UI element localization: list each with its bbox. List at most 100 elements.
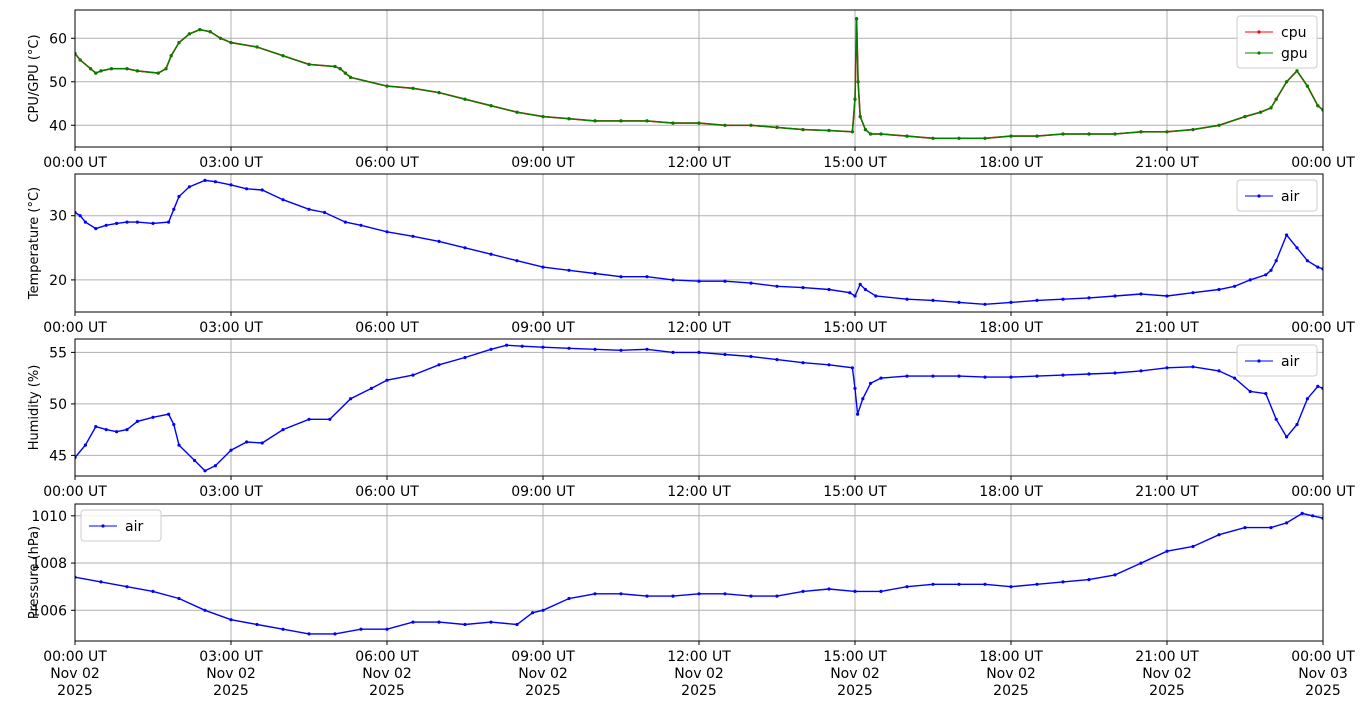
data-point-air	[229, 448, 233, 452]
data-point-air	[1009, 300, 1013, 304]
data-point-air	[1285, 521, 1289, 525]
data-point-air	[135, 220, 139, 224]
data-point-air	[1217, 533, 1221, 537]
data-point-gpu	[164, 67, 168, 71]
x-tick-label: 2025	[525, 683, 561, 699]
x-tick-label: Nov 02	[1142, 666, 1192, 682]
data-point-air	[1139, 561, 1143, 565]
data-point-air	[177, 194, 181, 199]
data-point-air	[1035, 298, 1039, 302]
x-tick-label: 15:00 UT	[823, 484, 887, 500]
data-point-gpu	[463, 97, 467, 101]
y-tick-label: 50	[49, 75, 67, 91]
data-point-air	[983, 302, 987, 306]
data-point-air	[931, 298, 935, 302]
data-point-air	[1217, 287, 1221, 292]
y-tick-label: 20	[49, 273, 67, 289]
data-point-air	[1316, 265, 1320, 269]
x-tick-label: Nov 02	[674, 666, 724, 682]
data-point-air	[83, 443, 87, 447]
x-tick-label: 09:00 UT	[511, 155, 575, 171]
data-point-air	[1165, 366, 1169, 370]
data-point-air	[489, 620, 493, 624]
data-point-air	[801, 286, 805, 290]
data-point-air	[1295, 422, 1299, 427]
data-point-gpu	[169, 54, 173, 58]
data-point-air	[1285, 233, 1289, 237]
y-tick-label: 50	[49, 397, 67, 413]
data-point-air	[1139, 292, 1143, 296]
x-tick-label: 09:00 UT	[511, 649, 575, 665]
x-tick-label: Nov 02	[830, 666, 880, 682]
data-point-gpu	[1035, 134, 1039, 138]
data-point-air	[151, 221, 155, 225]
legend-label-cpu: cpu	[1281, 25, 1306, 41]
series-line-air	[75, 512, 1323, 635]
data-point-air	[463, 355, 467, 360]
data-point-gpu	[78, 58, 82, 62]
data-point-air	[437, 620, 441, 624]
x-tick-label: Nov 02	[986, 666, 1036, 682]
x-tick-label: 2025	[1305, 683, 1341, 699]
data-point-air	[104, 428, 108, 432]
x-tick-label: 15:00 UT	[823, 649, 887, 665]
data-point-air	[801, 361, 805, 365]
data-point-air	[213, 464, 217, 468]
data-point-air	[281, 428, 285, 432]
data-point-air	[1061, 373, 1065, 377]
data-point-air	[1316, 384, 1320, 388]
data-point-air	[1248, 389, 1252, 394]
data-point-air	[104, 223, 108, 227]
data-point-air	[385, 627, 389, 631]
y-tick-label: 60	[49, 31, 67, 47]
data-point-gpu	[853, 97, 857, 101]
data-point-air	[697, 592, 701, 596]
x-tick-label: Nov 02	[518, 666, 568, 682]
data-point-air	[213, 180, 217, 184]
chart-panel-1: 40 50 60 00:00 UT 03:00 UT 06:00 UT 09:00 UT 12…	[27, 9, 1355, 171]
legend-marker-gpu	[1257, 51, 1261, 55]
data-point-gpu	[385, 84, 389, 88]
y-axis-label: CPU/GPU (°C)	[27, 34, 42, 122]
data-point-air	[671, 350, 675, 354]
data-point-air	[135, 419, 139, 423]
x-tick-label: 12:00 UT	[667, 484, 731, 500]
data-point-air	[489, 347, 493, 351]
data-point-air	[411, 234, 415, 238]
data-point-air	[167, 220, 171, 224]
data-point-gpu	[187, 32, 191, 36]
x-tick-label: 18:00 UT	[979, 484, 1043, 500]
data-point-air	[99, 580, 103, 584]
x-tick-label: 00:00 UT	[43, 155, 107, 171]
data-point-air	[801, 589, 805, 594]
data-point-gpu	[156, 71, 160, 75]
data-point-gpu	[1316, 104, 1320, 108]
data-point-air	[775, 594, 779, 598]
data-point-gpu	[489, 104, 493, 108]
legend-box	[1236, 179, 1318, 212]
legend-box	[80, 509, 162, 542]
data-point-gpu	[1061, 132, 1065, 136]
data-point-air	[645, 347, 649, 351]
data-point-gpu	[723, 123, 727, 127]
data-point-gpu	[1217, 123, 1221, 127]
data-point-air	[853, 294, 857, 298]
data-point-air	[541, 608, 545, 612]
data-point-air	[1061, 297, 1065, 301]
data-point-gpu	[1243, 115, 1247, 119]
x-tick-label: 2025	[369, 683, 405, 699]
x-tick-label: 00:00 UT	[43, 484, 107, 500]
x-tick-label: Nov 02	[362, 666, 412, 682]
x-tick-label: 06:00 UT	[355, 320, 419, 336]
data-point-air	[515, 622, 519, 627]
y-axis-label: Pressure (hPa)	[27, 526, 42, 619]
data-point-air	[593, 592, 597, 596]
x-tick-label: 00:00 UT	[1291, 484, 1355, 500]
x-tick-label: 06:00 UT	[355, 155, 419, 171]
data-point-air	[1165, 294, 1169, 298]
data-point-gpu	[801, 128, 805, 132]
data-point-air	[1264, 392, 1268, 396]
data-point-air	[619, 275, 623, 279]
x-tick-label: 18:00 UT	[979, 649, 1043, 665]
